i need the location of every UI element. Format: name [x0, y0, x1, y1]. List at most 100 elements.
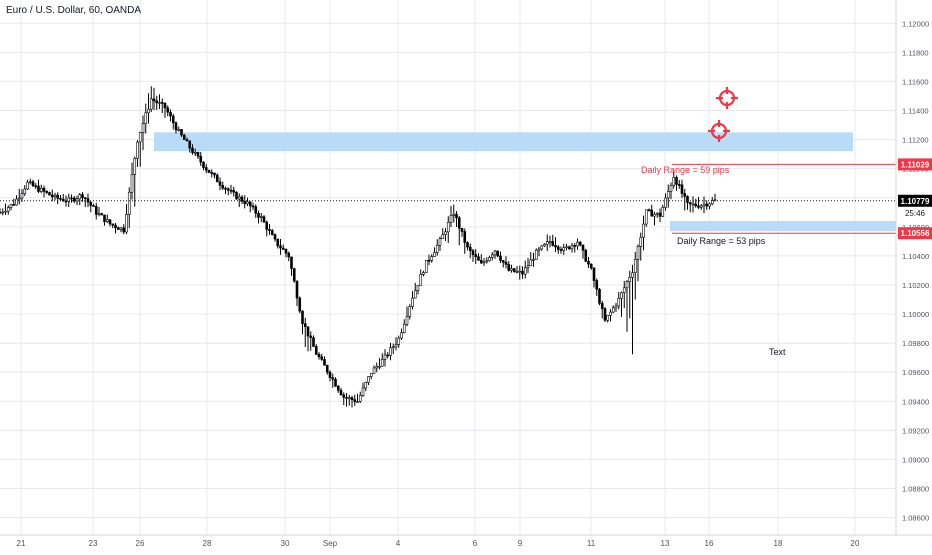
candle-body [686, 196, 689, 203]
candle-body [144, 112, 148, 124]
price-tick-label: 1.09000 [902, 455, 929, 464]
candle-body [658, 212, 662, 217]
price-tick-label: 1.09600 [902, 368, 929, 377]
candle-body [133, 158, 137, 175]
candle-body [419, 274, 423, 286]
candle-body [666, 191, 670, 199]
lower-line-price-label: 1.10556 [898, 227, 932, 240]
text-annotation[interactable]: Text [769, 347, 786, 357]
candle-body [551, 241, 555, 246]
candle-body [628, 277, 632, 282]
candle-body [537, 248, 541, 251]
candle-body [290, 256, 293, 269]
candle-body [202, 161, 205, 168]
candle-body [493, 250, 497, 256]
daily-range-lower-label[interactable]: Daily Range = 53 pips [677, 236, 766, 246]
price-axis[interactable]: 1.12000 1.11800 1.11600 1.11400 1.11200 1.110… [902, 19, 929, 522]
candle-body [653, 213, 656, 217]
candle-body [174, 122, 178, 131]
candle-body [518, 270, 522, 273]
candle-body [496, 250, 500, 257]
candle-body [287, 252, 291, 258]
candle-body [213, 172, 216, 176]
candle-body [224, 187, 227, 190]
candle-body [235, 191, 238, 200]
candle-body [400, 332, 403, 339]
svg-text:1.11029: 1.11029 [901, 160, 930, 169]
candle-body [611, 307, 615, 313]
candle-body [276, 238, 280, 247]
candle-body [240, 196, 244, 202]
candle-body [631, 272, 634, 278]
candle-body [427, 259, 431, 262]
candle-body [301, 310, 304, 324]
candle-body [20, 193, 24, 199]
candle-body [639, 237, 643, 247]
candle-body [378, 365, 381, 368]
candle-body [265, 221, 269, 230]
candle-body [37, 185, 40, 192]
candle-body [446, 222, 450, 233]
time-tick-label: 18 [774, 539, 783, 548]
candle-body [664, 197, 667, 208]
candle-body [229, 189, 233, 192]
candle-body [482, 261, 486, 264]
candle-body [185, 139, 189, 142]
candle-body [130, 174, 134, 193]
candle-body [367, 376, 370, 383]
candle-body [279, 245, 282, 249]
candle-body [600, 302, 604, 309]
candle-body [521, 270, 524, 275]
candle-body [15, 198, 18, 206]
candle-body [672, 177, 676, 186]
candle-body [6, 207, 10, 212]
crosshair-icon[interactable] [716, 87, 738, 109]
candle-body [292, 268, 296, 282]
candle-body [457, 217, 461, 229]
candle-body [565, 246, 568, 249]
price-tick-label: 1.09200 [902, 426, 929, 435]
candle-body [89, 201, 93, 206]
candle-body [42, 187, 46, 192]
chart-title: Euro / U.S. Dollar, 60, OANDA [6, 5, 142, 16]
candle-body [603, 308, 607, 321]
candle-body [449, 215, 453, 223]
candle-body [254, 206, 258, 214]
crosshair-icon[interactable] [708, 120, 730, 142]
candle-body [691, 203, 695, 206]
candle-body [111, 223, 115, 226]
candle-body [345, 397, 348, 399]
candle-body [268, 229, 271, 231]
candle-body [204, 167, 208, 171]
candle-body [644, 209, 648, 225]
time-axis[interactable]: 21 23 26 28 30 Sep 4 6 9 11 13 16 18 20 [17, 539, 860, 548]
candle-body [578, 241, 582, 246]
candle-body [347, 397, 351, 399]
candle-body [221, 185, 225, 189]
candle-body [328, 371, 332, 378]
price-tick-label: 1.12000 [902, 19, 929, 28]
candle-body [614, 305, 618, 309]
candle-body [314, 346, 318, 355]
zone-layer [154, 132, 896, 232]
candle-body [246, 201, 249, 205]
candle-body [405, 316, 409, 325]
candle-body [471, 250, 475, 255]
candle-body [554, 245, 557, 248]
candle-body [188, 140, 192, 149]
candle-body [485, 260, 489, 263]
candle-body [323, 359, 326, 366]
candle-body [108, 219, 112, 225]
candle-body [9, 204, 13, 208]
time-tick-label: 21 [17, 539, 26, 548]
candle-body [262, 216, 266, 223]
daily-range-upper-label[interactable]: Daily Range = 59 pips [641, 165, 730, 175]
candle-body [50, 194, 54, 198]
candle-body [512, 268, 516, 272]
candle-body [474, 254, 478, 258]
candle-body [39, 187, 43, 192]
candle-body [523, 267, 527, 275]
candle-body [567, 246, 571, 250]
candle-body [636, 246, 640, 260]
